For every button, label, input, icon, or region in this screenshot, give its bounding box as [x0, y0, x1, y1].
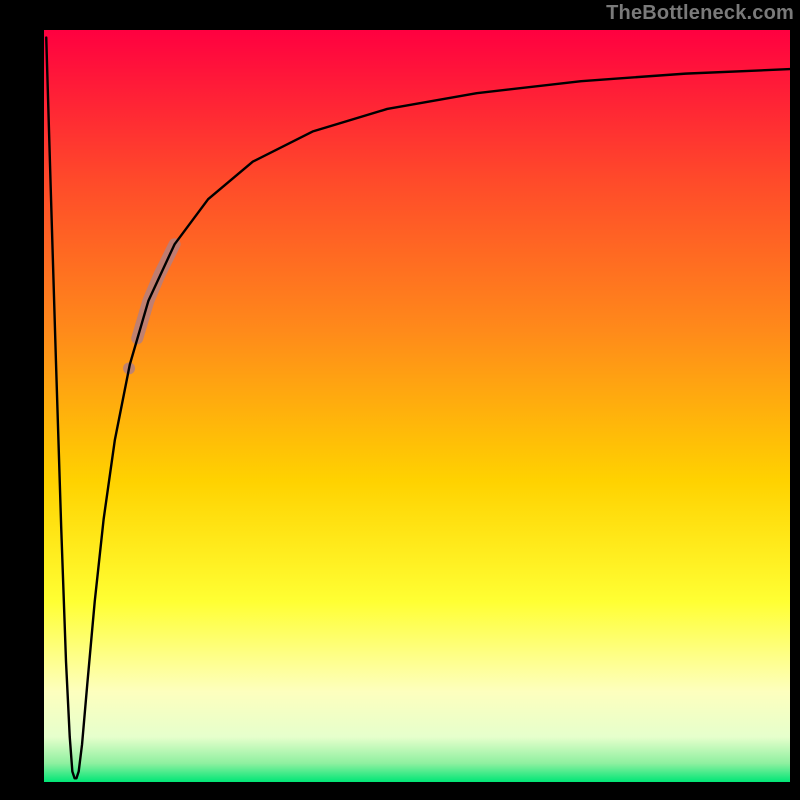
- watermark-label: TheBottleneck.com: [606, 2, 794, 25]
- chart-svg: [0, 0, 800, 800]
- plot-background: [44, 30, 790, 782]
- chart-stage: TheBottleneck.com: [0, 0, 800, 800]
